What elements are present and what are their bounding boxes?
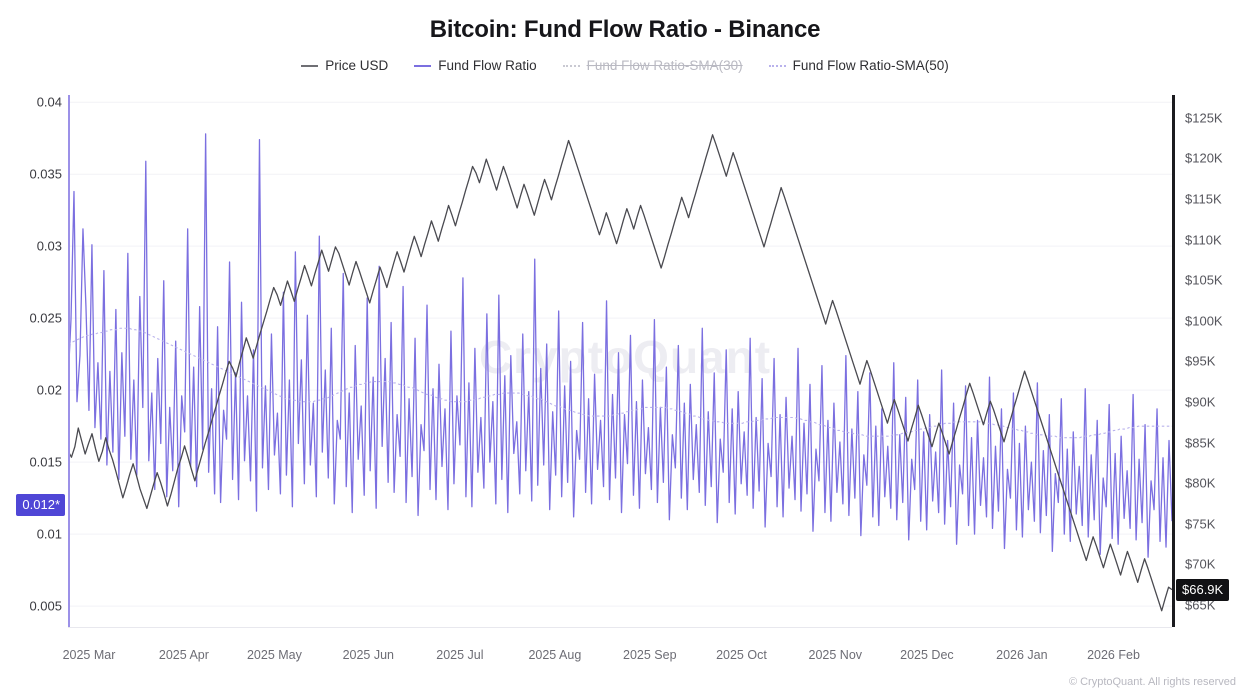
- x-axis-tick: 2025 Mar: [62, 648, 116, 662]
- series-line-2: [68, 134, 1172, 612]
- x-axis-tick: 2025 Jun: [342, 648, 394, 662]
- legend-item-label: Fund Flow Ratio-SMA(50): [792, 58, 949, 73]
- right-axis-tick: $120K: [1185, 150, 1223, 166]
- x-axis-tick: 2025 Apr: [158, 648, 209, 662]
- right-axis-tick: $70K: [1185, 556, 1216, 572]
- gridlines: [68, 101, 1172, 607]
- x-axis-tick: 2025 Jul: [436, 648, 484, 662]
- left-axis-tick: 0.02: [36, 382, 62, 398]
- right-axis-tick: $100K: [1185, 313, 1223, 329]
- legend-item-label: Fund Flow Ratio: [438, 58, 537, 73]
- legend-item-label: Fund Flow Ratio-SMA(30): [586, 58, 743, 73]
- right-axis-tick: $90K: [1185, 394, 1216, 410]
- x-axis-tick: 2026 Feb: [1087, 648, 1140, 662]
- legend-swatch-icon: [562, 64, 580, 67]
- legend-swatch-icon: [768, 64, 786, 67]
- legend-item-2[interactable]: Fund Flow Ratio-SMA(30): [562, 58, 743, 73]
- right-axis-tick: $85K: [1185, 435, 1216, 451]
- right-axis-tick: $105K: [1185, 272, 1223, 288]
- right-axis-tick: $95K: [1185, 353, 1216, 369]
- series-line-0: [68, 133, 1172, 558]
- page-title: Bitcoin: Fund Flow Ratio - Binance: [429, 16, 821, 43]
- legend-swatch-icon: [414, 64, 432, 67]
- x-axis-tick: 2026 Jan: [996, 648, 1048, 662]
- right-axis-tick: $125K: [1185, 110, 1223, 126]
- x-axis-tick: 2025 Aug: [528, 648, 582, 662]
- series-layer: [68, 133, 1172, 612]
- left-axis-tick: 0.03: [36, 238, 62, 254]
- left-axis-tick: 0.015: [29, 454, 62, 470]
- legend-item-0[interactable]: Price USD: [301, 58, 388, 73]
- right-axis-tick: $115K: [1185, 191, 1222, 207]
- series-line-1: [68, 327, 1172, 439]
- right-axis-spine: [1172, 95, 1175, 627]
- x-axis-tick: 2025 Oct: [716, 648, 767, 662]
- legend-item-label: Price USD: [325, 58, 389, 73]
- right-axis-tick: $75K: [1185, 516, 1216, 532]
- right-axis-value-badge: $66.9K: [1176, 578, 1230, 601]
- bottom-axis-spine: [68, 627, 1172, 628]
- legend-swatch-icon: [301, 64, 319, 67]
- right-axis-tick: $110K: [1185, 232, 1222, 248]
- left-axis-tick: 0.01: [36, 526, 62, 542]
- left-axis-tick: 0.035: [29, 166, 62, 182]
- plot-area: [68, 95, 1172, 627]
- legend-item-1[interactable]: Fund Flow Ratio: [414, 58, 537, 73]
- right-axis-tick: $65K: [1185, 597, 1216, 613]
- x-axis-tick: 2025 Dec: [900, 648, 954, 662]
- x-axis-tick: 2025 Sep: [623, 648, 677, 662]
- left-axis-value-badge: 0.012*: [16, 494, 65, 517]
- left-axis-tick: 0.04: [36, 94, 62, 110]
- legend-item-3[interactable]: Fund Flow Ratio-SMA(50): [768, 58, 949, 73]
- left-axis-tick: 0.025: [29, 310, 62, 326]
- left-axis-spine: [68, 95, 70, 627]
- x-axis-tick: 2025 Nov: [808, 648, 863, 662]
- x-axis-tick: 2025 May: [246, 648, 302, 662]
- right-axis-tick: $80K: [1185, 475, 1216, 491]
- copyright-notice: © CryptoQuant. All rights reserved: [1068, 676, 1236, 688]
- chart-legend: Price USD Fund Flow Ratio Fund Flow Ratio-…: [0, 58, 1250, 73]
- left-axis-tick: 0.005: [29, 598, 62, 614]
- chart-canvas: [68, 101, 1172, 612]
